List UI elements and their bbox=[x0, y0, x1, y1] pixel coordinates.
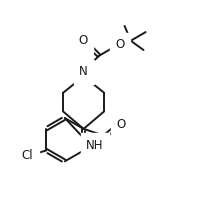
Text: NH: NH bbox=[86, 139, 104, 152]
Text: O: O bbox=[115, 38, 125, 51]
Text: O: O bbox=[79, 34, 88, 47]
Text: N: N bbox=[79, 65, 88, 78]
Text: O: O bbox=[116, 118, 125, 131]
Text: Cl: Cl bbox=[22, 149, 33, 162]
